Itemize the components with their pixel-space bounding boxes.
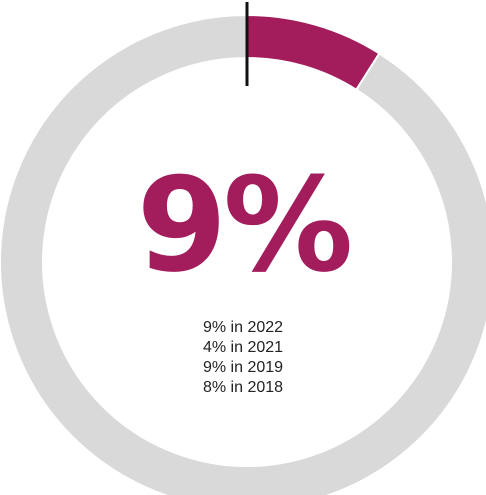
history-item-2021: 4% in 2021 <box>202 339 284 356</box>
donut-slice-highlight <box>246 13 381 92</box>
donut-slice-remainder <box>0 13 486 495</box>
history-item-2018: 8% in 2018 <box>202 379 284 396</box>
history-item-2019: 9% in 2019 <box>202 359 284 376</box>
history-list: 9% in 2022 4% in 2021 9% in 2019 8% in 2… <box>0 318 486 398</box>
headline-percentage: 9% <box>136 149 354 301</box>
history-item-2022: 9% in 2022 <box>202 319 284 336</box>
